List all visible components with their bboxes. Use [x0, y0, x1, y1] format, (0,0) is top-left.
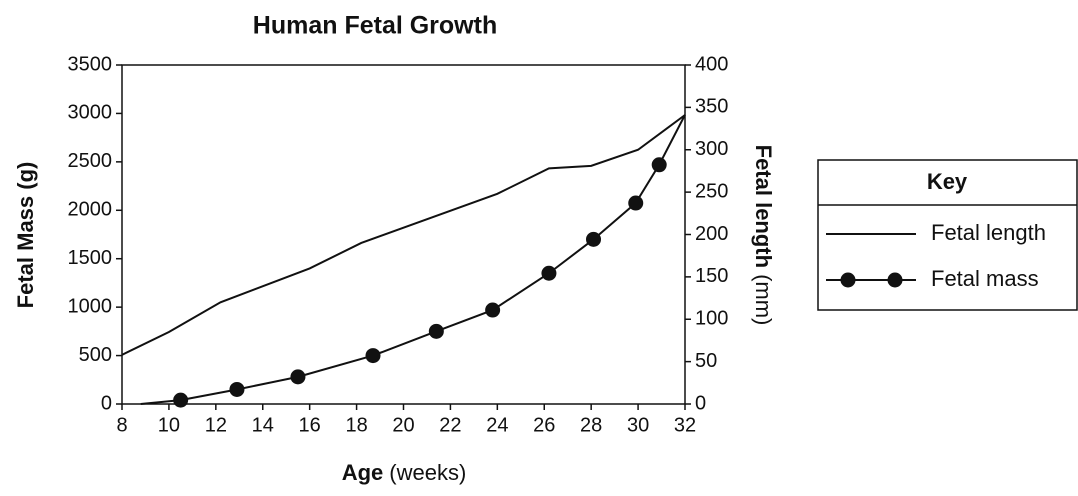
y2-axis-label-unit: (mm) [751, 274, 776, 325]
y2-axis-label: Fetal length (mm) [751, 145, 776, 326]
y2-tick-label: 200 [695, 223, 728, 245]
y-tick-label: 3000 [68, 102, 113, 124]
x-tick-label: 8 [116, 414, 127, 436]
data-point [229, 381, 245, 397]
data-line [140, 114, 686, 405]
legend-label: Fetal mass [931, 266, 1039, 291]
legend-label: Fetal length [931, 220, 1046, 245]
y2-tick-label: 250 [695, 180, 728, 202]
data-point [651, 157, 667, 173]
y2-tick-label: 150 [695, 265, 728, 287]
x-axis-label: Age (weeks) [342, 460, 467, 485]
legend-title: Key [927, 169, 968, 194]
data-point [586, 231, 602, 247]
data-point [173, 392, 189, 408]
y2-tick-label: 50 [695, 350, 717, 372]
y2-tick-label: 300 [695, 138, 728, 160]
legend-marker [840, 272, 856, 288]
data-point [365, 348, 381, 364]
data-point [428, 323, 444, 339]
x-tick-label: 20 [392, 414, 414, 436]
x-tick-label: 10 [158, 414, 180, 436]
y2-tick-label: 400 [695, 53, 728, 75]
data-point [628, 195, 644, 211]
y-axis-label: Fetal Mass (g) [13, 162, 38, 309]
legend-marker [887, 272, 903, 288]
y-tick-label: 1500 [68, 247, 113, 269]
y-tick-label: 0 [101, 392, 112, 414]
x-tick-label: 14 [252, 414, 274, 436]
x-axis-label-unit: (weeks) [389, 460, 466, 485]
x-tick-label: 24 [486, 414, 508, 436]
x-tick-label: 26 [533, 414, 555, 436]
data-point [290, 369, 306, 385]
chart-title: Human Fetal Growth [253, 12, 497, 40]
x-tick-label: 16 [299, 414, 321, 436]
x-tick-label: 30 [627, 414, 649, 436]
x-tick-label: 18 [345, 414, 367, 436]
y-tick-label: 2500 [68, 150, 113, 172]
y2-tick-label: 100 [695, 308, 728, 330]
x-axis-label-main: Age [342, 460, 384, 485]
data-line [121, 114, 686, 356]
data-point [541, 265, 557, 281]
y-tick-label: 3500 [68, 53, 113, 75]
y2-tick-label: 0 [695, 392, 706, 414]
y-tick-label: 1000 [68, 295, 113, 317]
y2-axis-label-main: Fetal length [751, 145, 776, 268]
y-tick-label: 2000 [68, 199, 113, 221]
x-tick-label: 32 [674, 414, 696, 436]
y2-tick-label: 350 [695, 96, 728, 118]
legend-box [817, 159, 1078, 311]
x-tick-label: 22 [439, 414, 461, 436]
x-tick-label: 12 [205, 414, 227, 436]
y-tick-label: 500 [79, 344, 112, 366]
x-tick-label: 28 [580, 414, 602, 436]
data-point [485, 302, 501, 318]
